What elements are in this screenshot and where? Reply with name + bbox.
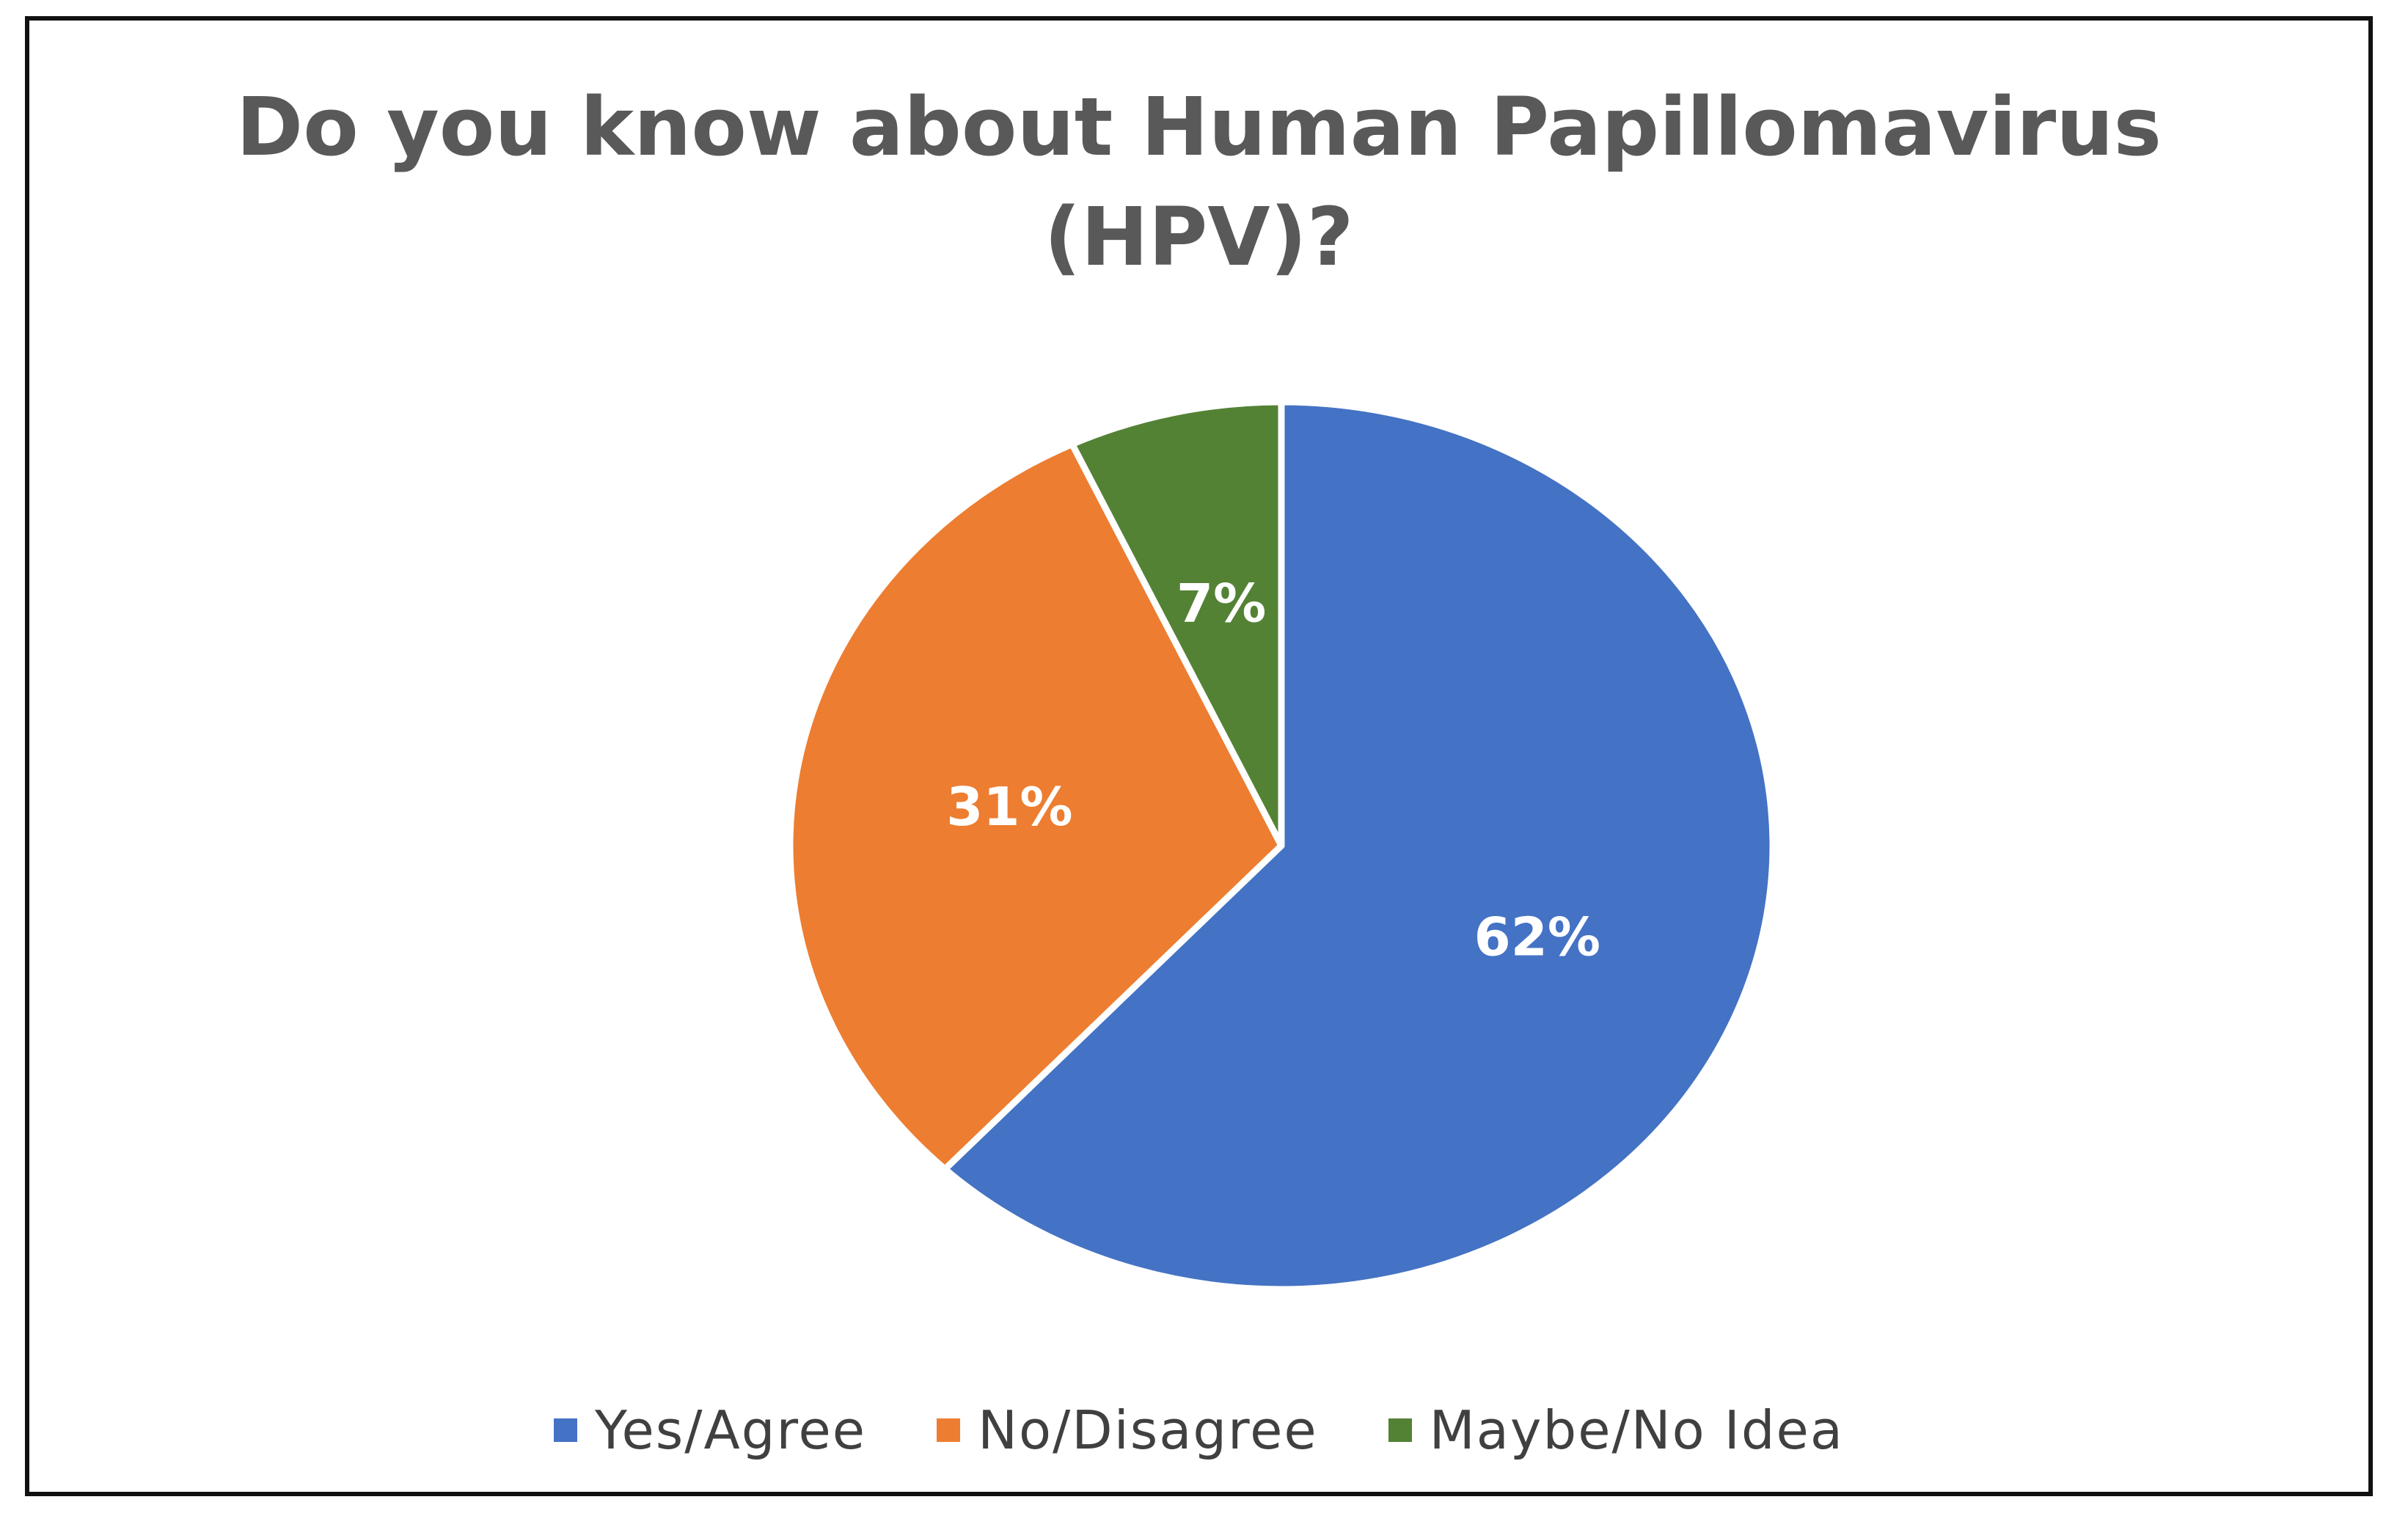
pie-chart: 62% 31% 7% <box>786 398 1776 1293</box>
legend-item-maybe-no-idea[interactable]: Maybe/No Idea <box>1388 1399 1844 1461</box>
pie-slices <box>786 398 1776 1293</box>
data-label-maybe-no-idea: 7% <box>1176 572 1266 634</box>
legend-label-maybe-no-idea: Maybe/No Idea <box>1429 1399 1844 1461</box>
legend-label-no-disagree: No/Disagree <box>978 1399 1318 1461</box>
legend-swatch-no-disagree <box>937 1418 961 1442</box>
legend-item-yes-agree[interactable]: Yes/Agree <box>554 1399 866 1461</box>
data-label-yes-agree: 62% <box>1474 907 1600 968</box>
legend-label-yes-agree: Yes/Agree <box>595 1399 867 1461</box>
chart-title-line-2: (HPV)? <box>1044 190 1354 284</box>
data-label-no-disagree: 31% <box>946 776 1072 838</box>
chart-title-line-1: Do you know about Human Papillomavirus <box>235 80 2162 174</box>
pie-slice-yes-agree[interactable] <box>941 398 1776 1293</box>
pie-labels: 62% 31% 7% <box>946 572 1600 967</box>
chart-title: Do you know about Human Papillomavirus (… <box>29 72 2368 292</box>
legend-swatch-maybe-no-idea <box>1388 1418 1412 1442</box>
pie-slice-no-disagree[interactable] <box>786 441 1285 1173</box>
chart-frame: Do you know about Human Papillomavirus (… <box>25 16 2373 1496</box>
legend-item-no-disagree[interactable]: No/Disagree <box>937 1399 1318 1461</box>
legend: Yes/Agree No/Disagree Maybe/No Idea <box>29 1399 2368 1461</box>
pie-slice-maybe-no-idea[interactable] <box>1069 398 1285 849</box>
legend-swatch-yes-agree <box>554 1418 578 1442</box>
